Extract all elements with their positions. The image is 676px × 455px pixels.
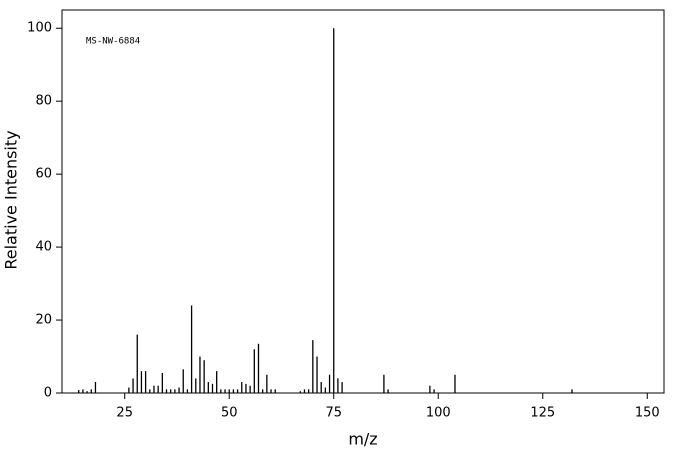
annotation: MS-NW-6884 xyxy=(86,37,140,47)
x-axis-label: m/z xyxy=(348,430,377,449)
x-tick-label: 75 xyxy=(325,406,342,421)
y-tick-label: 0 xyxy=(44,386,52,401)
x-tick-label: 100 xyxy=(426,406,451,421)
y-tick-label: 20 xyxy=(35,313,52,328)
y-axis-label: Relative Intensity xyxy=(2,130,21,269)
x-tick-label: 25 xyxy=(116,406,133,421)
plot-frame xyxy=(61,9,665,394)
y-tick-label: 100 xyxy=(27,21,52,36)
y-tick-label: 40 xyxy=(35,240,52,255)
y-tick-label: 80 xyxy=(35,94,52,109)
x-tick-label: 50 xyxy=(221,406,238,421)
y-tick-label: 60 xyxy=(35,167,52,182)
x-tick-label: 150 xyxy=(635,406,660,421)
x-tick-label: 125 xyxy=(530,406,555,421)
